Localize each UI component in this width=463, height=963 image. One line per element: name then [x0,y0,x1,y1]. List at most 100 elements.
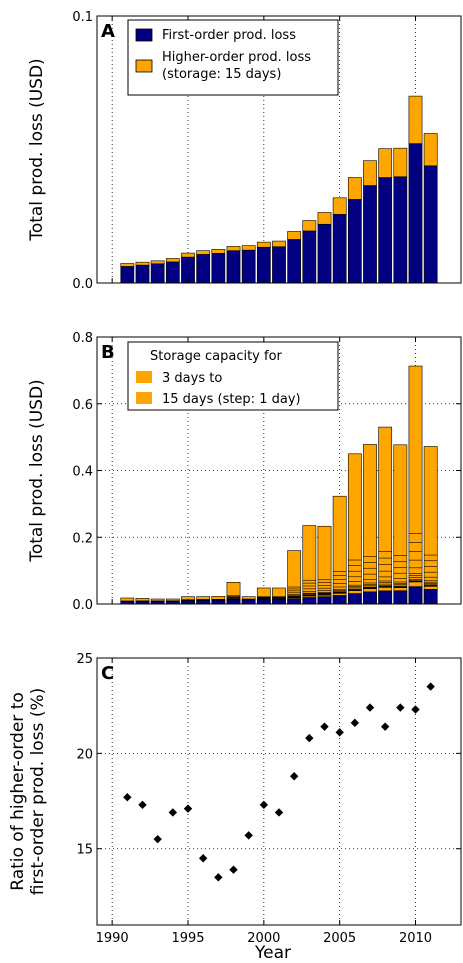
bar-first-order [226,250,241,284]
bar-first-order [408,143,423,284]
bar-higher-order [302,220,317,232]
data-point [305,733,314,743]
bar-higher-order [408,95,423,144]
bar-first-order [287,598,302,605]
bar-first-order [302,230,317,284]
bar-higher-order [347,177,362,200]
y-tick-label: 0.4 [72,465,93,480]
panel-a-legend-box [127,19,339,96]
panel-b-legend-box [127,341,339,411]
bar-first-order [241,249,256,284]
bar-first-order [393,590,408,605]
x-tick-label: 2000 [247,931,280,946]
panel-b-legend-swatch-15-days [136,392,152,404]
data-point [274,808,284,817]
data-point [426,682,435,691]
bar-higher-order [135,261,150,266]
panel-a-frame [96,15,462,284]
panel-a-letter: A [101,21,115,42]
data-point [396,703,405,712]
bar-storage-3-days [332,495,347,605]
bar-first-order [378,590,393,605]
panel-a-legend-label-first-order: First-order prod. loss [162,28,296,43]
panel-b-legend-title: Storage capacity for [150,349,283,364]
panel-b: 0.0 0.2 0.4 0.6 0.8 B Total prod. loss (USD)… [27,331,462,613]
bar-first-order [211,253,226,284]
panel-b-legend-label-15-days: 15 days (step: 1 day) [162,392,301,407]
bar-storage-3-days [393,444,408,605]
bar-first-order [317,223,332,284]
panel-a-ylabel: Total prod. loss (USD) [27,58,47,241]
y-tick-label: 0.0 [72,598,93,613]
x-tick-label: 2005 [323,931,356,946]
data-point [259,800,269,810]
y-tick-label: 25 [76,652,93,667]
bar-higher-order [423,133,438,167]
bar-first-order [165,261,180,284]
bar-first-order [393,176,408,284]
legend-label-line: (storage: 15 days) [162,67,281,82]
x-tick-label: 1995 [171,931,204,946]
bar-first-order [135,264,150,284]
panel-c-ticks: 15 20 25 1990 1995 2000 2005 2010 [76,652,461,946]
panel-c: 15 20 25 1990 1995 2000 2005 2010 C Ratio of hi… [8,652,462,963]
data-point [153,834,162,844]
bar-first-order [196,254,211,284]
data-point [198,854,208,863]
x-tick-label: 2010 [399,931,432,946]
data-point [229,865,238,874]
data-point [365,703,375,712]
bar-first-order [317,596,332,605]
panel-c-xlabel: Year [254,943,291,963]
data-point [350,718,360,728]
bar-higher-order [378,148,393,178]
data-point [380,722,390,731]
bar-first-order [423,589,438,605]
bar-first-order [287,239,302,284]
y-tick-label: 0.2 [72,531,93,546]
data-point [289,772,299,781]
panel-c-ylabel-line-2: first-order prod. loss (%) [28,688,48,895]
y-tick-label: 0.6 [72,398,93,413]
panel-a-legend: First-order prod. loss Higher-order prod… [127,19,339,96]
panel-b-ticks: 0.0 0.2 0.4 0.6 0.8 [72,331,461,613]
bar-first-order [272,599,286,605]
bar-first-order [423,165,438,284]
data-point [138,800,147,810]
data-point [244,831,253,840]
panel-b-bars [120,365,438,605]
data-point [183,804,193,813]
bar-higher-order [272,240,286,247]
panel-a: 0.0 0.1 A Total prod. loss (USD) First-or… [27,10,462,292]
bar-storage-3-days [378,426,393,605]
bar-higher-order [332,197,347,215]
panel-b-legend: Storage capacity for 3 days to 15 days (… [127,341,339,411]
panel-c-ylabel-line-1: Ratio of higher-order to [8,692,28,891]
panel-c-frame [96,657,462,926]
panel-c-grid [97,657,461,925]
bar-first-order [347,199,362,284]
bar-higher-order [181,252,195,258]
bar-first-order [332,214,347,284]
bar-first-order [347,593,362,605]
x-tick-label: 1990 [96,931,129,946]
bar-first-order [226,599,241,605]
bar-storage-3-days [363,444,377,605]
bar-first-order [241,599,256,605]
bar-first-order [211,599,226,605]
y-tick-label: 15 [76,843,93,858]
bar-higher-order [363,160,377,186]
bar-higher-order [393,147,408,178]
data-point [320,722,329,731]
panel-b-legend-swatch-3-days [136,371,152,383]
panel-b-letter: B [101,342,115,363]
bar-first-order [256,246,271,284]
bar-first-order [363,185,377,284]
bar-higher-order [256,241,271,248]
panel-a-bars [120,95,438,284]
bar-higher-order [120,263,135,267]
panel-b-ylabel: Total prod. loss (USD) [27,379,47,562]
bar-first-order [196,600,211,605]
bar-higher-order [287,231,302,240]
